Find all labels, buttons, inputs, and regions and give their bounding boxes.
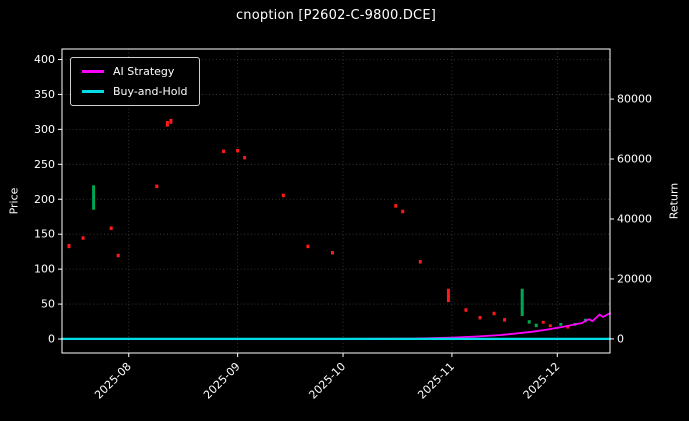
candle-down bbox=[243, 155, 247, 160]
candle-down bbox=[418, 260, 422, 264]
ai-strategy-line-swatch bbox=[82, 70, 104, 73]
y-tick-label-right: 60000 bbox=[617, 153, 652, 166]
candle-down bbox=[478, 315, 482, 320]
x-tick-label: 2025-12 bbox=[521, 360, 563, 402]
chart-title: cnoption [P2602-C-9800.DCE] bbox=[235, 8, 437, 23]
y-tick-label-right: 20000 bbox=[617, 272, 652, 285]
legend: AI Strategy Buy-and-Hold bbox=[70, 57, 200, 106]
y-tick-label-left: 350 bbox=[34, 88, 55, 101]
y-tick-label-right: 40000 bbox=[617, 212, 652, 225]
series-line-ai-strategy bbox=[61, 312, 611, 340]
candle-down bbox=[446, 288, 450, 302]
candle-up bbox=[527, 320, 531, 324]
buy-and-hold-legend-label: Buy-and-Hold bbox=[113, 85, 188, 98]
candle-down bbox=[155, 184, 159, 189]
ai-strategy-legend-label: AI Strategy bbox=[113, 65, 175, 78]
y-tick-label-left: 100 bbox=[34, 263, 55, 276]
y-tick-label-right: 80000 bbox=[617, 93, 652, 106]
candle-up bbox=[559, 322, 563, 326]
candle-down bbox=[464, 308, 468, 312]
candle-down bbox=[401, 209, 405, 214]
candle-down bbox=[394, 204, 398, 208]
candle-down bbox=[67, 243, 71, 249]
candle-down bbox=[116, 253, 120, 258]
y-axis-label-return: Return bbox=[667, 182, 681, 220]
y-tick-label-left: 250 bbox=[34, 158, 55, 171]
y-tick-label-left: 400 bbox=[34, 53, 55, 66]
y-tick-label-right: 0 bbox=[617, 332, 624, 345]
candle-down bbox=[81, 236, 85, 240]
x-tick-label: 2025-08 bbox=[92, 360, 134, 402]
candle-down bbox=[165, 120, 169, 127]
candle-down bbox=[222, 149, 226, 154]
candle-down bbox=[541, 320, 545, 324]
buy-and-hold-line-swatch bbox=[82, 90, 104, 93]
x-tick-label: 2025-09 bbox=[201, 360, 243, 402]
y-tick-label-left: 50 bbox=[41, 298, 55, 311]
x-tick-label: 2025-11 bbox=[415, 360, 457, 402]
candle-down bbox=[492, 311, 496, 316]
candle-down bbox=[109, 226, 113, 231]
y-tick-label-left: 300 bbox=[34, 123, 55, 136]
candle-down bbox=[281, 193, 285, 198]
legend-item-buy-and-hold: Buy-and-Hold bbox=[82, 85, 188, 98]
plot-frame bbox=[61, 48, 611, 354]
candle-down bbox=[566, 325, 570, 329]
y-tick-label-left: 150 bbox=[34, 228, 55, 241]
y-tick-label-left: 0 bbox=[48, 333, 55, 346]
candle-up bbox=[534, 323, 538, 328]
candle-down bbox=[330, 250, 334, 255]
candle-down bbox=[503, 318, 507, 322]
candle-down bbox=[236, 148, 240, 153]
candle-up bbox=[92, 185, 96, 210]
candle-down bbox=[306, 244, 310, 249]
candle-down bbox=[548, 324, 552, 328]
candle-up bbox=[520, 288, 524, 316]
y-tick-label-left: 200 bbox=[34, 193, 55, 206]
legend-item-ai-strategy: AI Strategy bbox=[82, 65, 188, 78]
candle-down bbox=[169, 118, 173, 124]
y-axis-label-price: Price bbox=[7, 187, 21, 215]
x-tick-label: 2025-10 bbox=[306, 360, 348, 402]
